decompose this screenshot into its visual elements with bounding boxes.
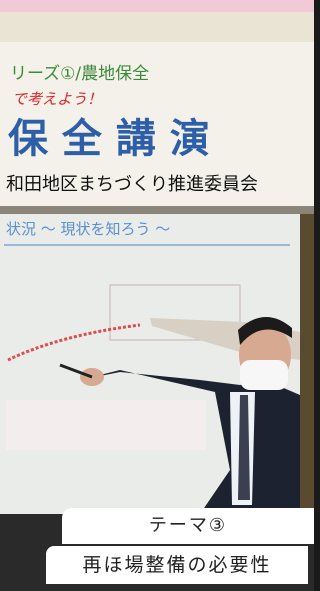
caption-topic: 再ほ場整備の必要性 [46,546,308,584]
banner-shadow [0,206,314,214]
banner-top [0,12,314,42]
banner-slogan: で考えよう！ [12,90,102,108]
caption-theme: テーマ③ [62,508,314,544]
pink-strip [0,0,314,12]
banner-series: リーズ①/農地保全 [10,64,149,84]
tie [238,395,250,500]
photo: リーズ①/農地保全 で考えよう！ 保 全 講 演 和田地区まちづくり推進委員会 … [0,0,314,591]
screen-heading: 状況 ～ 現状を知ろう ～ [6,220,170,238]
banner-organizer: 和田地区まちづくり推進委員会 [6,174,258,195]
page: {"photo": {"banner_series": "リーズ①/農地保全",… [0,0,314,591]
banner-title: 保 全 講 演 [8,116,210,162]
mask [240,360,288,390]
screen-text-block [6,400,206,450]
wall [300,214,314,514]
